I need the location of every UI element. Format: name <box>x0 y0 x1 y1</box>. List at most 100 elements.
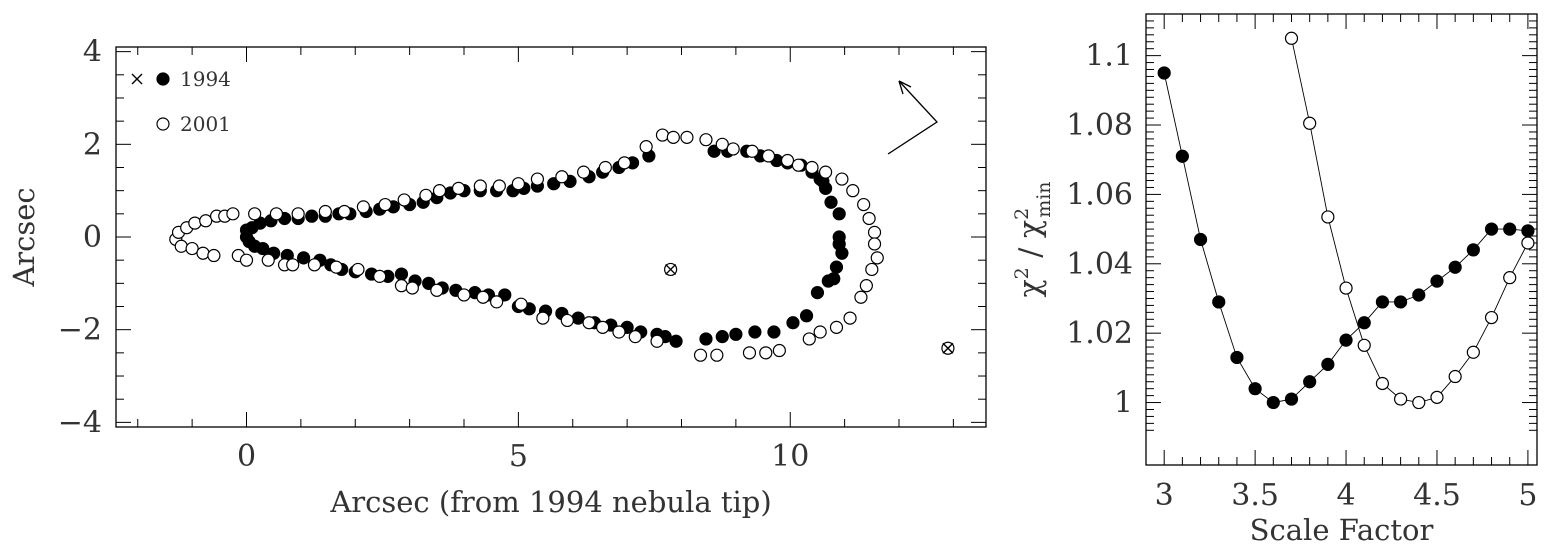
point-2001 <box>772 343 786 358</box>
point-2001 <box>269 207 284 221</box>
left-tick-labels: 0 5 10 −4 −2 0 2 4 <box>58 35 810 474</box>
point-2001 <box>490 295 504 309</box>
point-1994 <box>832 207 846 221</box>
chi2-point-1994 <box>1284 392 1299 406</box>
chi2-point-1994 <box>1375 295 1390 309</box>
point-2001 <box>476 290 490 304</box>
left-data-points <box>169 128 884 362</box>
ylabel-part: χ <box>1013 279 1048 297</box>
chi2-point-2001 <box>1484 310 1499 325</box>
point-2001 <box>373 269 387 283</box>
ylabel-part: χ <box>1013 220 1048 238</box>
point-2001 <box>286 258 300 272</box>
point-2001 <box>693 348 708 362</box>
point-2001 <box>639 140 653 154</box>
ylabel-part: min <box>1033 181 1055 217</box>
point-1994 <box>827 272 841 286</box>
chi2-point-1994 <box>1484 222 1499 236</box>
chi2-point-2001 <box>1521 236 1535 250</box>
point-2001 <box>196 246 210 260</box>
point-2001 <box>430 283 444 297</box>
point-1994 <box>748 325 762 339</box>
chi2-point-1994 <box>1521 224 1535 238</box>
point-2001 <box>818 165 833 179</box>
point-2001 <box>715 137 729 151</box>
point-2001 <box>791 158 806 172</box>
chi2-point-1994 <box>1303 375 1317 389</box>
right-y-tick-label: 1.04 <box>1066 247 1133 282</box>
point-2001 <box>612 325 626 339</box>
point-2001 <box>843 311 857 325</box>
point-1994 <box>729 327 743 341</box>
point-2001 <box>291 207 305 221</box>
left-x-axis-label: Arcsec (from 1994 nebula tip) <box>329 485 771 519</box>
chi2-point-2001 <box>1303 116 1317 130</box>
point-2001 <box>199 214 213 228</box>
right-data-points <box>1157 31 1535 410</box>
chi2-point-1994 <box>1357 316 1371 330</box>
point-2001 <box>307 258 322 272</box>
right-x-axis-label: Scale Factor <box>1250 513 1434 545</box>
right-tick-labels: 3 3.5 4 4.5 5 1 1.02 1.04 1.06 1.08 1.1 <box>1066 39 1537 513</box>
point-2001 <box>405 281 419 295</box>
point-2001 <box>451 181 466 195</box>
point-2001 <box>854 290 868 304</box>
chi2-point-2001 <box>1412 395 1426 410</box>
point-2001 <box>846 184 860 198</box>
left-y-tick-label: −2 <box>58 313 102 348</box>
chi2-point-1994 <box>1394 295 1408 309</box>
point-2001 <box>226 207 240 221</box>
right-x-tick-label: 4.5 <box>1413 478 1461 513</box>
point-1994 <box>256 241 270 256</box>
point-1994 <box>832 237 846 251</box>
chi2-point-2001 <box>1430 390 1444 404</box>
right-x-tick-label: 3.5 <box>1231 478 1279 513</box>
chi2-point-2001 <box>1466 345 1480 359</box>
legend-label-2001: 2001 <box>180 112 231 136</box>
point-2001 <box>555 170 569 184</box>
chi2-point-1994 <box>1212 295 1226 309</box>
chi2-point-2001 <box>1375 376 1390 391</box>
point-1994 <box>786 316 800 330</box>
point-2001 <box>318 204 332 219</box>
chi2-point-2001 <box>1394 392 1408 406</box>
right-y-tick-label: 1 <box>1114 386 1133 421</box>
point-2001 <box>761 149 776 163</box>
left-y-axis-label: Arcsec <box>7 187 41 287</box>
left-y-tick-label: −4 <box>58 405 102 440</box>
chi2-point-2001 <box>1357 338 1371 352</box>
point-2001 <box>699 133 713 147</box>
chi2-point-1994 <box>1175 149 1189 163</box>
point-2001 <box>174 239 188 253</box>
chi2-point-1994 <box>1448 260 1462 274</box>
right-y-tick-label: 1.1 <box>1085 39 1133 74</box>
point-2001 <box>650 334 664 348</box>
left-chart-nebula-outline: 0 5 10 −4 −2 0 2 4 Arcsec (from 1994 nebula tip… <box>7 35 987 519</box>
left-y-tick-label: 0 <box>83 220 102 255</box>
point-2001 <box>710 348 724 362</box>
point-2001 <box>356 200 371 214</box>
point-2001 <box>337 204 351 219</box>
compass-lines <box>887 80 939 155</box>
left-axis-ticks <box>116 47 986 427</box>
point-2001 <box>582 316 596 330</box>
point-2001 <box>188 216 202 230</box>
chi2-point-1994 <box>1266 395 1280 410</box>
point-1994 <box>818 181 833 195</box>
point-2001 <box>457 288 471 302</box>
point-2001 <box>351 262 365 277</box>
point-2001 <box>829 320 844 334</box>
point-2001 <box>867 237 882 251</box>
ylabel-part: / <box>1013 238 1048 267</box>
left-x-tick-label: 0 <box>237 439 256 474</box>
chi2-point-1994 <box>1248 382 1262 396</box>
point-2001 <box>680 130 694 144</box>
orientation-arrow-icon <box>887 80 939 155</box>
point-1994 <box>715 330 729 344</box>
point-2001 <box>473 179 487 193</box>
point-2001 <box>419 188 433 202</box>
chi2-point-1994 <box>1503 222 1517 236</box>
point-2001 <box>397 193 411 207</box>
point-2001 <box>261 253 275 267</box>
chi2-point-1994 <box>1430 274 1444 288</box>
